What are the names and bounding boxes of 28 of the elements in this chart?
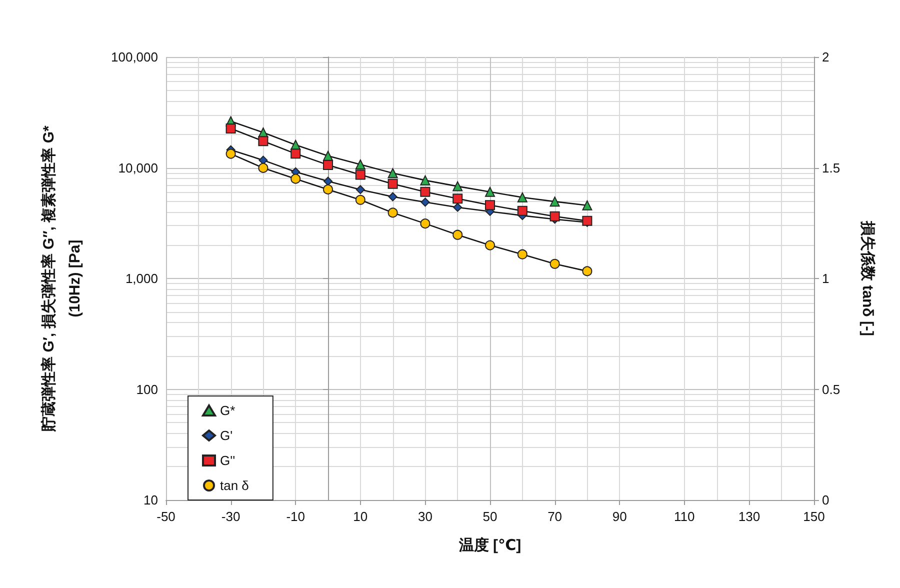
y2-tick-label: 2 [822, 50, 830, 64]
x-tick-label: 90 [612, 509, 627, 524]
y2-tick-label: 0 [822, 492, 830, 508]
x-tick-label: 70 [548, 509, 562, 524]
x-tick-label: 30 [418, 509, 432, 524]
y2-tick-label: 1 [822, 271, 830, 286]
legend-label: G'' [220, 453, 236, 468]
y-tick-label: 100 [136, 382, 158, 397]
y2-tick-label: 0.5 [822, 382, 840, 397]
y2-axis-title: 損失係数 tanδ [-] [859, 220, 876, 336]
legend-label: tan δ [220, 478, 249, 493]
x-axis-title: 温度 [℃] [458, 536, 522, 554]
x-tick-label: 50 [482, 509, 498, 524]
y-tick-label: 1,000 [125, 271, 158, 286]
y-tick-label: 10 [144, 492, 158, 508]
x-tick-label: -30 [221, 509, 240, 524]
y-tick-label: 10,000 [118, 160, 158, 176]
legend-label: G' [220, 428, 233, 443]
x-tick-label: 110 [674, 509, 695, 524]
y-tick-label: 100,000 [111, 50, 158, 64]
y-axis-title: 貯蔵弾性率 G′, 損失弾性率 G′′, 複素弾性率 G* (10Hz) [Pa] [40, 125, 84, 432]
x-tick-label: -50 [156, 509, 176, 524]
x-tick-label: 150 [803, 509, 825, 524]
x-tick-label: 10 [353, 509, 368, 524]
x-tick-label: 130 [738, 509, 760, 524]
y2-tick-label: 1.5 [822, 160, 840, 176]
x-tick-label: -10 [286, 509, 305, 524]
legend-label: G* [220, 403, 236, 418]
